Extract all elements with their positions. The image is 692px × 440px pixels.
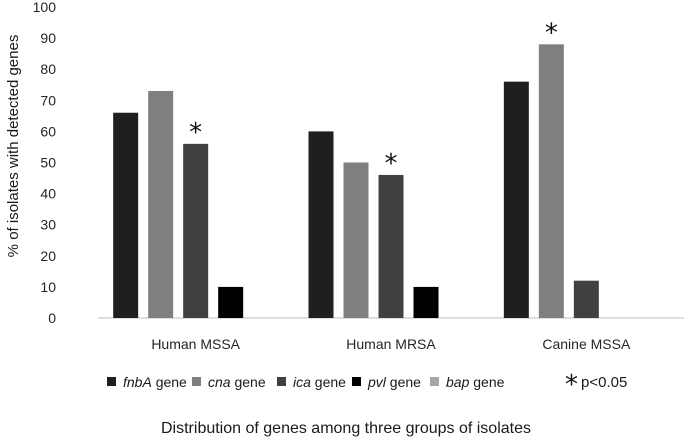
y-tick-label: 20: [40, 248, 56, 264]
y-tick-label: 40: [40, 186, 56, 202]
y-axis-ticks: 0 10 20 30 40 50 60 70 80 90 100: [33, 0, 57, 326]
legend-label-pvl: pvl gene: [367, 374, 421, 390]
category-labels: Human MSSA Human MRSA Canine MSSA: [151, 336, 631, 352]
bar-ica-1: [183, 143, 209, 318]
y-axis-label: % of isolates with detected genes: [5, 35, 22, 258]
y-tick-label: 100: [33, 0, 57, 15]
significance-note: * p<0.05: [565, 370, 627, 400]
legend-swatch-cna: [192, 377, 201, 386]
bar-fnbA-3: [503, 81, 529, 318]
significance-star: *: [385, 149, 398, 179]
y-tick-label: 30: [40, 217, 56, 233]
bar-fnbA-1: [113, 112, 139, 319]
category-label: Canine MSSA: [542, 336, 631, 352]
significance-star: *: [189, 118, 202, 148]
significance-star: *: [545, 18, 558, 48]
legend-label-fnbA: fnbA gene: [123, 374, 187, 390]
legend: fnbA gene cna gene ica gene pvl gene bap gen…: [107, 374, 505, 390]
significance-markers: * * *: [189, 18, 558, 179]
significance-note-marker: *: [565, 370, 578, 400]
category-label: Human MSSA: [151, 336, 240, 352]
bar-pvl-1: [218, 286, 244, 318]
y-tick-label: 60: [40, 123, 56, 139]
y-tick-label: 50: [40, 155, 56, 171]
legend-swatch-fnbA: [107, 377, 116, 386]
x-axis-label: Distribution of genes among three groups…: [161, 420, 531, 437]
legend-label-bap: bap gene: [446, 374, 505, 390]
bar-cna-1: [148, 90, 174, 318]
category-label: Human MRSA: [346, 336, 436, 352]
legend-swatch-pvl: [352, 377, 361, 386]
y-tick-label: 90: [40, 30, 56, 46]
bar-ica-2: [378, 174, 404, 318]
y-tick-label: 70: [40, 92, 56, 108]
y-tick-label: 10: [40, 279, 56, 295]
bar-cna-2: [343, 162, 369, 318]
legend-swatch-bap: [430, 377, 439, 386]
bar-pvl-2: [413, 286, 439, 318]
bars-group: [113, 44, 599, 319]
y-tick-label: 0: [48, 310, 56, 326]
y-tick-label: 80: [40, 61, 56, 77]
bar-fnbA-2: [308, 131, 334, 318]
legend-label-ica: ica gene: [293, 374, 346, 390]
legend-swatch-ica: [277, 377, 286, 386]
bar-ica-3: [573, 280, 599, 318]
significance-note-text: p<0.05: [581, 374, 627, 391]
legend-label-cna: cna gene: [208, 374, 266, 390]
bar-cna-3: [538, 44, 564, 318]
